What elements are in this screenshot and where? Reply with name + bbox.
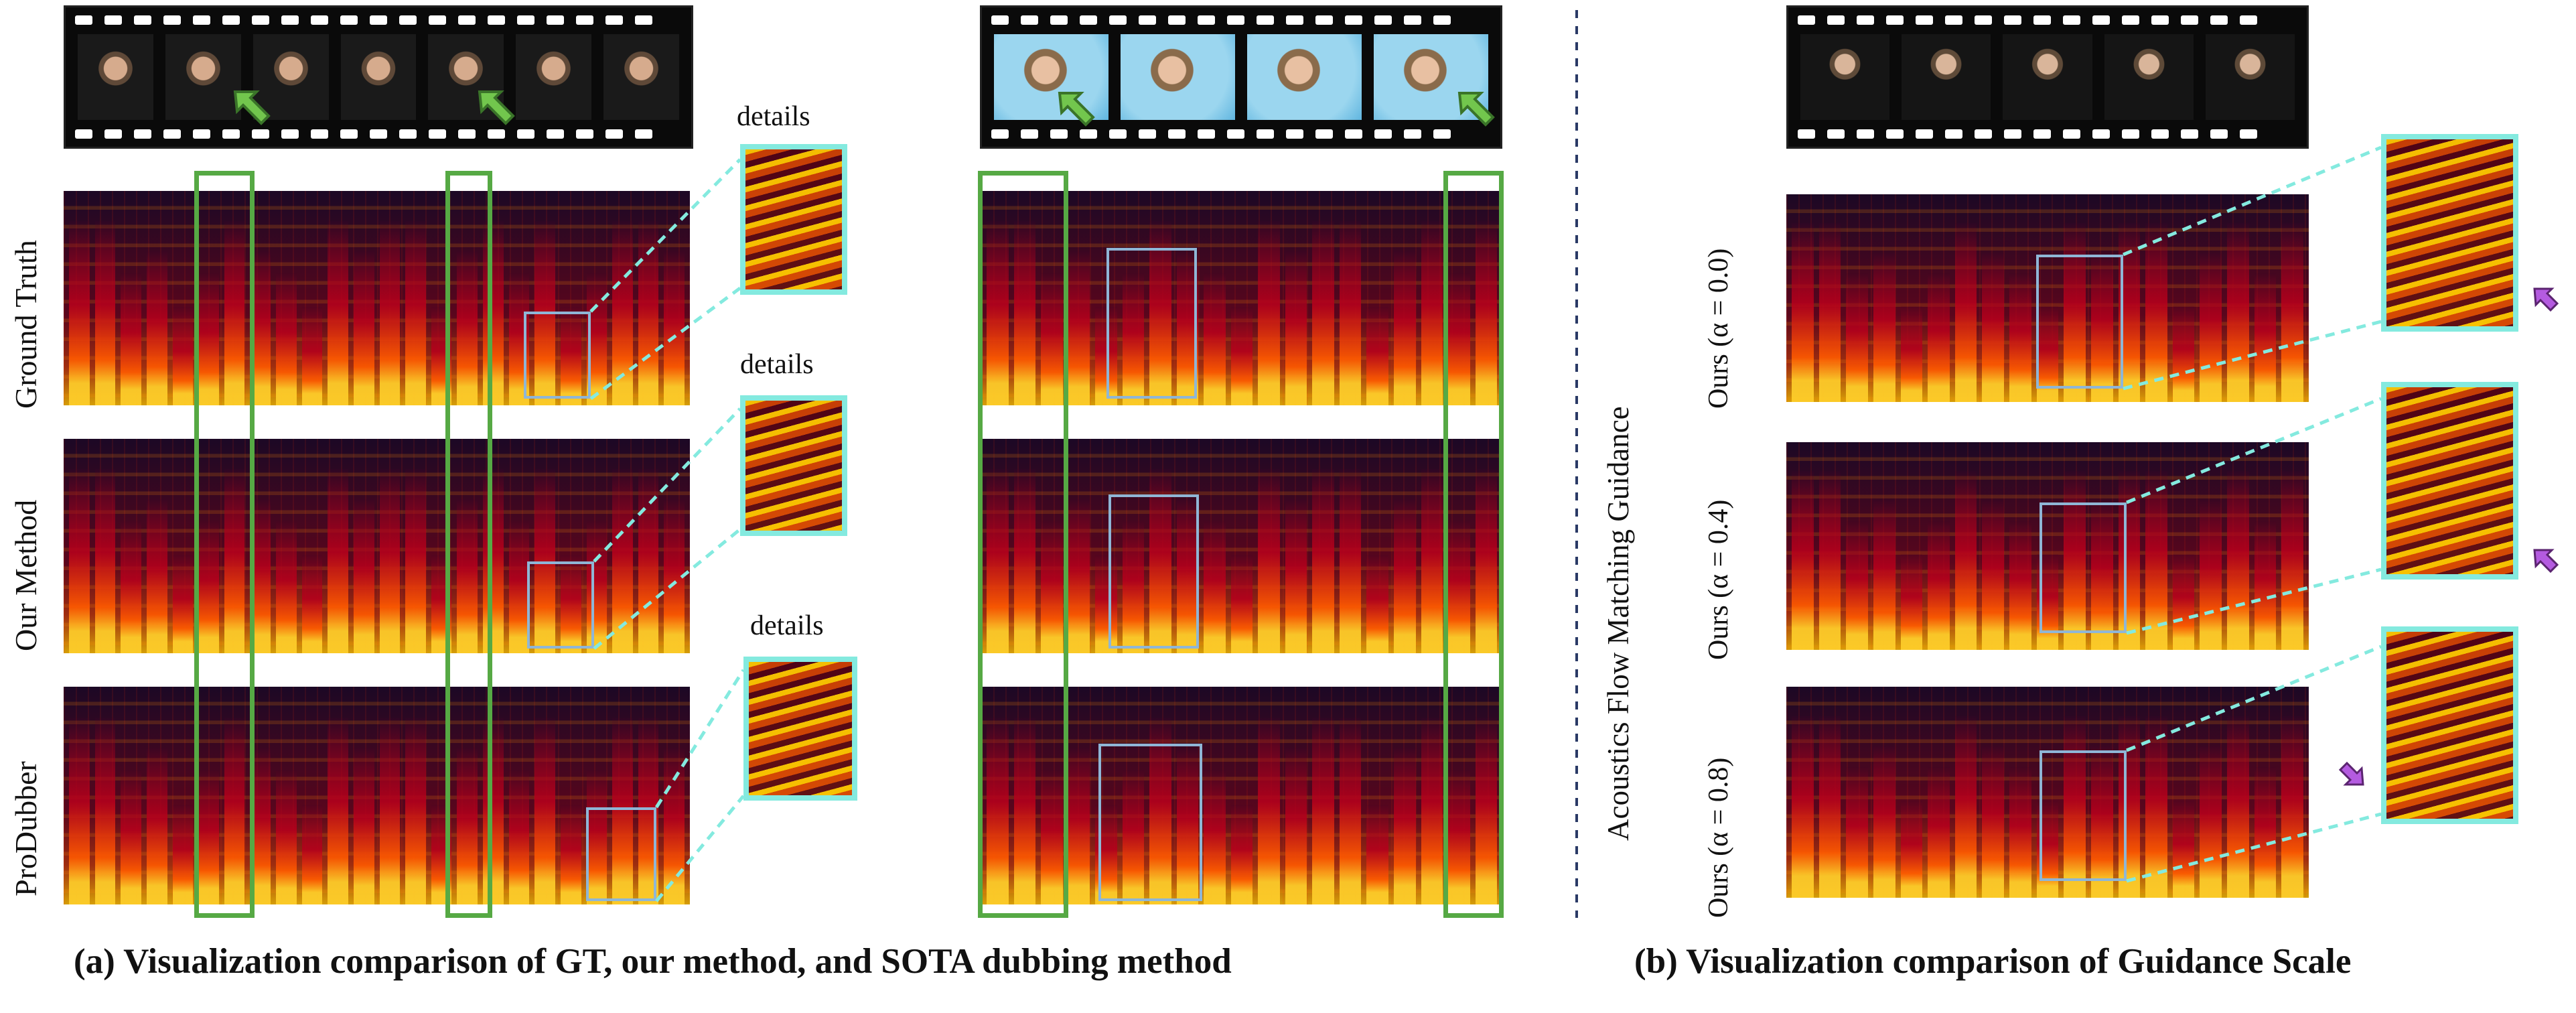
details-label: details bbox=[750, 610, 824, 641]
arrow-icon bbox=[233, 90, 271, 125]
detail-inset bbox=[740, 144, 847, 295]
detail-inset bbox=[2381, 382, 2518, 580]
video-frame bbox=[1247, 34, 1362, 120]
arrow-icon bbox=[1058, 92, 1095, 127]
video-frame bbox=[253, 34, 329, 120]
film-strip-right bbox=[1786, 5, 2309, 149]
video-frame bbox=[2104, 34, 2194, 120]
zoom-region-box bbox=[1106, 248, 1197, 399]
highlight-box bbox=[445, 171, 492, 918]
detail-inset bbox=[740, 395, 847, 536]
pointer-arrow-icon bbox=[2338, 761, 2364, 786]
zoom-region-box bbox=[2040, 750, 2127, 881]
zoom-region-box bbox=[586, 807, 656, 901]
detail-inset bbox=[2381, 134, 2518, 332]
highlight-box bbox=[1443, 171, 1504, 918]
film-strip-left-2 bbox=[980, 5, 1502, 149]
details-label: details bbox=[737, 101, 810, 132]
zoom-region-box bbox=[1098, 744, 1202, 901]
spectrogram-alpha-00 bbox=[1786, 194, 2309, 402]
spectrogram-produbber-left bbox=[64, 687, 690, 904]
row-label-alpha-04: Ours (α = 0.4) bbox=[1703, 499, 1734, 660]
guidance-axis-label: Acoustics Flow Matching Guidance bbox=[1601, 406, 1635, 841]
zoom-region-box bbox=[2036, 255, 2123, 389]
spectrogram-gt-left bbox=[64, 191, 690, 405]
video-frame bbox=[603, 34, 680, 120]
caption-right: (b) Visualization comparison of Guidance… bbox=[1634, 942, 2352, 981]
row-label-ground-truth: Ground Truth bbox=[9, 240, 43, 409]
arrow-icon bbox=[478, 90, 515, 125]
details-label: details bbox=[740, 349, 814, 380]
video-frame bbox=[994, 34, 1108, 120]
pointer-arrow-icon bbox=[2533, 287, 2559, 312]
zoom-region-box bbox=[2040, 502, 2127, 633]
spectrogram-alpha-04 bbox=[1786, 442, 2309, 650]
video-frame bbox=[1800, 34, 1890, 120]
zoom-region-box bbox=[527, 561, 594, 649]
zoom-region-box bbox=[524, 312, 591, 399]
caption-left: (a) Visualization comparison of GT, our … bbox=[74, 942, 1232, 981]
video-frame bbox=[2205, 34, 2295, 120]
row-label-alpha-00: Ours (α = 0.0) bbox=[1703, 248, 1734, 409]
row-label-our-method: Our Method bbox=[9, 499, 43, 651]
zoom-region-box bbox=[1108, 494, 1199, 649]
row-label-alpha-08: Ours (α = 0.8) bbox=[1703, 757, 1734, 918]
detail-inset bbox=[743, 657, 857, 801]
video-frame bbox=[340, 34, 417, 120]
video-frame bbox=[78, 34, 153, 120]
video-frame bbox=[2003, 34, 2092, 120]
highlight-box bbox=[978, 171, 1068, 918]
spectrogram-our-left bbox=[64, 439, 690, 653]
video-frame bbox=[1902, 34, 1991, 120]
pointer-arrow-icon bbox=[2533, 549, 2559, 573]
row-label-produbber: ProDubber bbox=[9, 761, 43, 896]
video-frame bbox=[516, 34, 592, 120]
highlight-box bbox=[194, 171, 255, 918]
arrow-icon bbox=[1457, 92, 1495, 127]
film-strip-left-1 bbox=[64, 5, 693, 149]
detail-inset bbox=[2381, 626, 2518, 824]
video-frame bbox=[165, 34, 241, 120]
video-frame bbox=[1121, 34, 1235, 120]
spectrogram-alpha-08 bbox=[1786, 687, 2309, 898]
